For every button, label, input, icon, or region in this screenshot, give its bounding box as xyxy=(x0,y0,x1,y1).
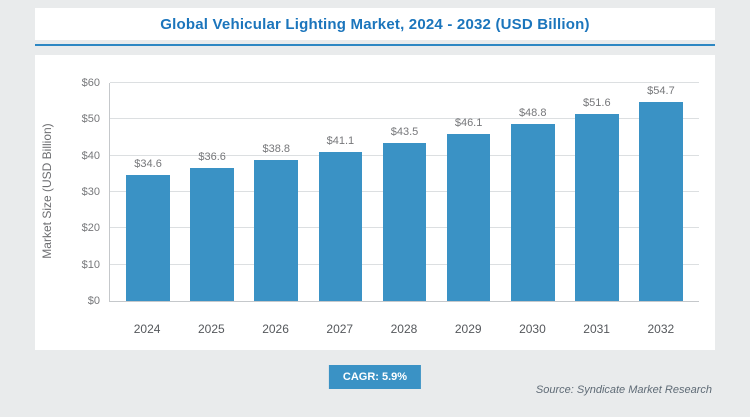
bar-value-label: $36.6 xyxy=(198,151,226,164)
y-tick-label: $40 xyxy=(81,149,100,162)
bar xyxy=(318,151,363,301)
bar xyxy=(126,175,170,301)
bar-value-label: $48.8 xyxy=(518,106,547,119)
y-tick-label: $10 xyxy=(81,258,100,271)
chart-title-bar: Global Vehicular Lighting Market, 2024 -… xyxy=(35,8,715,40)
bar-value-label: $43.5 xyxy=(390,125,419,138)
bar-column: $54.7 xyxy=(629,83,693,301)
bar-value-label: $38.8 xyxy=(262,143,291,156)
bars-container: $34.6 $36.6 $38.8 $41.1 $43.5 $46.1 $48.8 $51.6… xyxy=(110,83,699,301)
bar xyxy=(190,168,234,301)
x-axis-label: 2024 xyxy=(133,322,161,336)
gridline xyxy=(110,82,699,83)
bar xyxy=(446,133,491,301)
x-axis-label: 2028 xyxy=(390,322,418,336)
bar xyxy=(575,113,619,301)
x-axis-label: 2030 xyxy=(519,322,546,336)
y-tick-label: $60 xyxy=(81,77,100,89)
bar-column: $43.5 xyxy=(372,83,436,301)
y-tick-label: $30 xyxy=(81,186,100,198)
plot-area: $0 $10 $20 $30 $40 $50 $60 $34.6 $36.6 $38.8 $41.… xyxy=(82,77,699,307)
bar-column: $34.6 xyxy=(116,83,180,301)
bar-column: $38.8 xyxy=(244,83,308,301)
bar-value-label: $51.6 xyxy=(583,96,611,109)
x-axis-label: 2025 xyxy=(197,322,225,336)
chart-panel: Market Size (USD Billion) $0 $10 $20 $30 $40… xyxy=(35,55,715,350)
bar-column: $36.6 xyxy=(180,83,244,301)
gridline xyxy=(110,118,699,120)
bar xyxy=(510,123,555,301)
bar-value-label: $41.1 xyxy=(326,134,355,147)
bar-column: $51.6 xyxy=(565,83,629,301)
y-tick-label: $20 xyxy=(81,222,100,235)
y-tick-label: $0 xyxy=(87,295,100,307)
chart-title: Global Vehicular Lighting Market, 2024 -… xyxy=(160,15,590,33)
bar-value-label: $34.6 xyxy=(134,158,162,171)
bar-column: $41.1 xyxy=(308,83,372,301)
bar-value-label: $54.7 xyxy=(647,85,675,98)
x-axis-label: 2032 xyxy=(647,322,675,336)
bar xyxy=(382,142,427,301)
x-axis-label: 2026 xyxy=(262,322,289,336)
bar-column: $48.8 xyxy=(501,83,565,301)
x-axis-label: 2029 xyxy=(454,322,482,336)
bar-value-label: $46.1 xyxy=(454,116,483,129)
cagr-badge: CAGR: 5.9% xyxy=(328,365,422,389)
bar xyxy=(254,160,299,301)
bar-column: $46.1 xyxy=(437,83,501,301)
bar xyxy=(639,102,683,301)
y-axis-title: Market Size (USD Billion) xyxy=(40,123,54,259)
x-axis-label: 2031 xyxy=(583,322,610,336)
title-underline xyxy=(35,44,715,46)
y-tick-label: $50 xyxy=(81,113,100,126)
x-axis-label: 2027 xyxy=(326,322,354,336)
source-text: Source: Syndicate Market Research xyxy=(535,384,712,396)
x-axis-labels: 2024 2025 2026 2027 2028 2029 2030 2031 2032 xyxy=(109,322,699,336)
